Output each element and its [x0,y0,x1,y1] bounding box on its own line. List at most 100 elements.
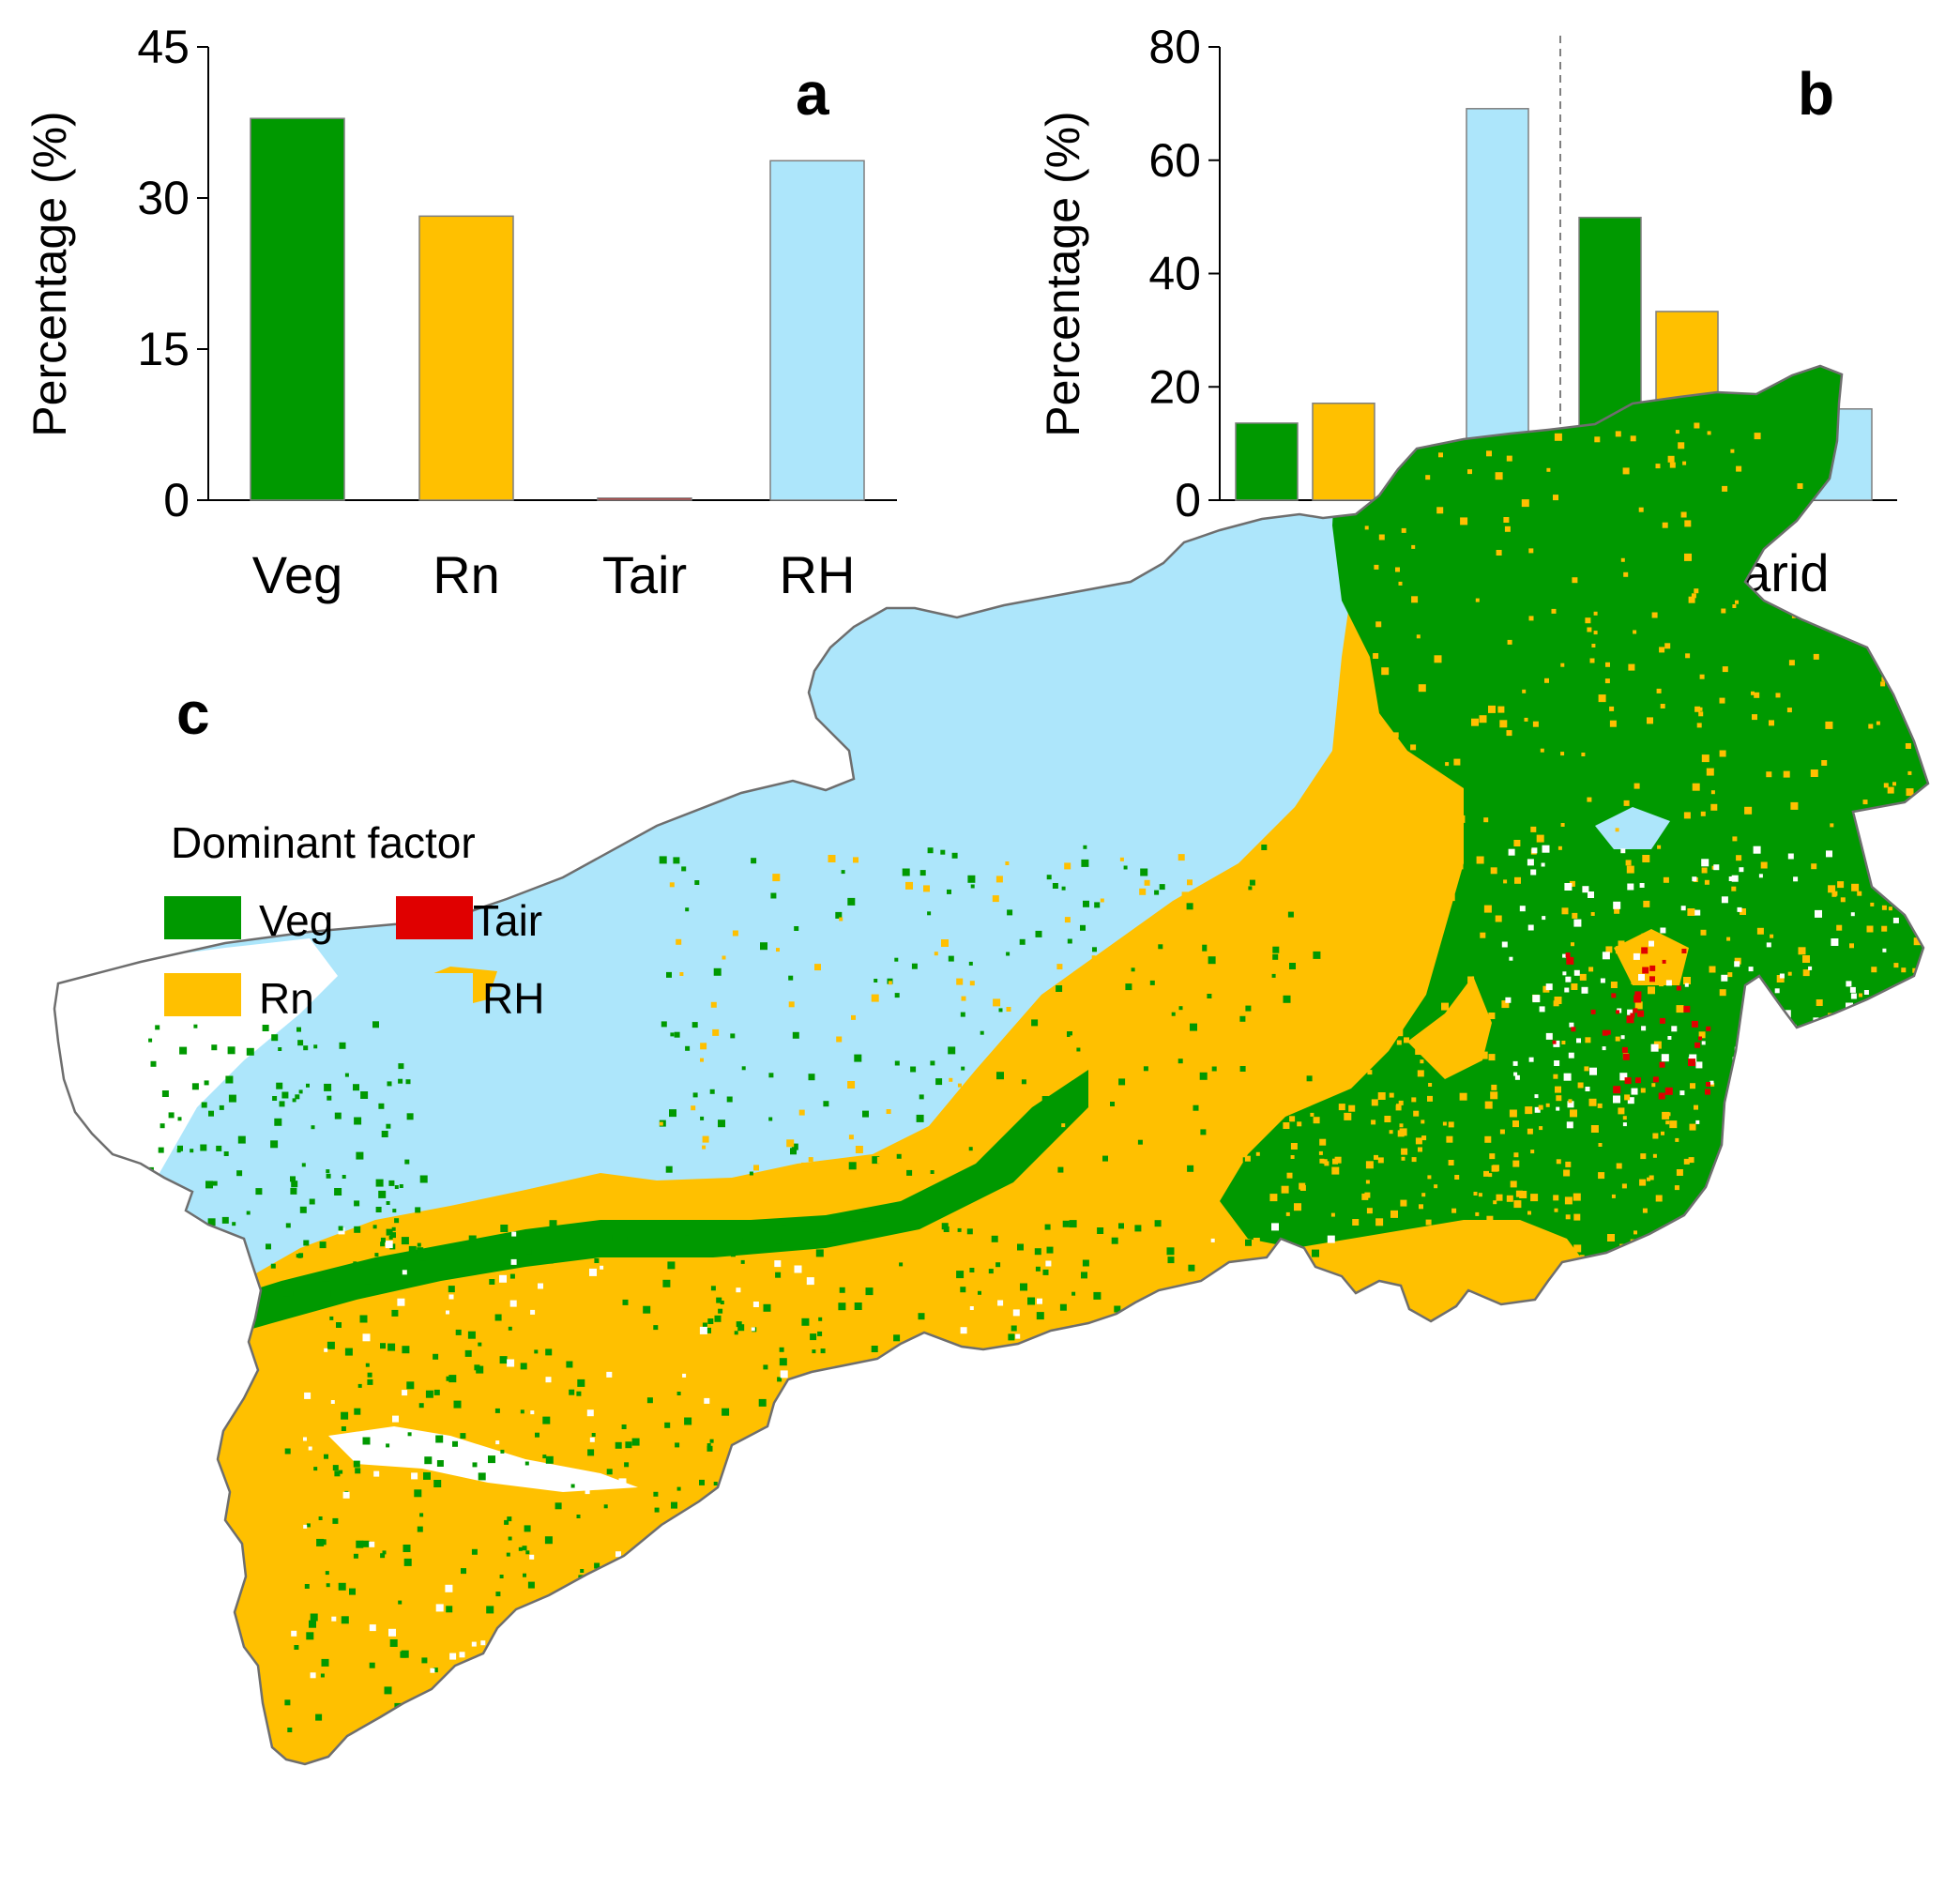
map-speckle [1050,1417,1057,1424]
map-speckle [791,1143,798,1150]
map-speckle [692,1092,698,1098]
map-speckle [1143,1066,1148,1072]
map-speckle [372,1225,377,1229]
map-speckle [1027,1297,1035,1305]
map-speckle [1403,807,1408,813]
map-speckle [1047,1365,1056,1374]
panel-b-ytick-label-40: 40 [1148,248,1201,300]
map-speckle [1434,655,1442,663]
map-speckle [562,1588,567,1592]
map-speckle [334,1188,342,1196]
map-speckle [1225,1250,1233,1257]
map-speckle [1546,467,1551,472]
map-speckle [1366,959,1374,967]
map-speckle [713,967,722,976]
map-speckle [495,1592,501,1597]
map-speckle [1504,526,1511,532]
map-speckle [653,1647,661,1654]
map-speckle [1010,1551,1018,1559]
map-speckle [392,1209,397,1213]
map-speckle [418,1260,427,1269]
map-speckle [1719,697,1725,704]
map-speckle [304,1392,312,1399]
map-speckle [1189,1568,1193,1573]
map-speckle [1615,946,1623,954]
map-speckle [1730,449,1735,453]
map-speckle [1622,1053,1630,1060]
map-speckle [1701,1041,1706,1045]
map-speckle [1641,933,1648,939]
legend-label-tair: Tair [473,896,542,945]
map-speckle [1352,1219,1360,1226]
map-speckle [1719,750,1726,757]
map-speckle [1620,557,1625,562]
map-speckle [408,1245,417,1254]
map-speckle [956,1271,965,1279]
map-speckle [699,1479,705,1485]
map-speckle [848,1162,857,1170]
map-speckle [448,1294,454,1300]
map-speckle [1857,891,1862,896]
map-speckle [631,1438,640,1446]
map-speckle [1602,952,1610,960]
map-speckle [542,1416,551,1424]
map-speckle [819,1646,828,1654]
map-speckle [1892,578,1897,584]
legend-swatch-tair [396,896,473,939]
map-speckle [1734,961,1740,967]
map-speckle [362,1437,371,1445]
map-speckle [693,1509,702,1517]
map-speckle [1384,1116,1391,1122]
map-speckle [530,1410,535,1415]
map-speckle [1375,1218,1384,1226]
map-speckle [910,1066,917,1073]
map-speckle [809,1581,816,1588]
map-speckle [777,1423,783,1429]
map-speckle [1649,965,1656,971]
map-speckle [639,1595,643,1600]
map-speckle [1267,1529,1275,1536]
map-speckle [1767,1190,1771,1195]
map-speckle [1567,1101,1574,1108]
map-speckle [618,1580,625,1587]
map-speckle [882,1660,890,1668]
map-speckle [1206,1116,1214,1124]
map-speckle [1224,1391,1229,1395]
map-speckle [1146,1373,1153,1380]
map-speckle [1751,691,1755,695]
map-speckle [1208,956,1216,965]
map-speckle [1411,876,1420,885]
map-speckle [1707,431,1711,435]
map-speckle [1532,721,1539,727]
map-speckle [1010,1325,1017,1332]
map-speckle [1381,667,1390,676]
map-speckle [1103,1436,1111,1443]
map-speckle [508,1326,512,1331]
map-speckle [900,1554,907,1561]
map-speckle [1744,1020,1749,1025]
map-speckle [498,1726,505,1732]
map-speckle [1572,577,1578,584]
map-speckle [894,957,899,962]
map-speckle [942,1403,950,1410]
map-speckle [600,1693,606,1699]
map-speckle [1539,1006,1545,1013]
map-speckle [923,885,930,892]
map-speckle [1080,1641,1087,1649]
map-speckle [1694,422,1700,429]
map-speckle [1721,1173,1727,1179]
map-speckle [1808,1086,1815,1092]
map-speckle [1306,1592,1313,1597]
map-speckle [671,1501,677,1509]
map-speckle [1078,1385,1083,1390]
map-speckle [878,1383,883,1389]
map-speckle [1706,1082,1710,1087]
map-speckle [927,847,934,854]
map-speckle [1194,944,1203,952]
map-speckle [1377,1092,1386,1100]
map-speckle [868,1446,874,1453]
map-speckle [323,1289,331,1298]
map-speckle [709,1592,718,1600]
map-speckle [1629,959,1635,965]
map-speckle [1434,1184,1438,1189]
